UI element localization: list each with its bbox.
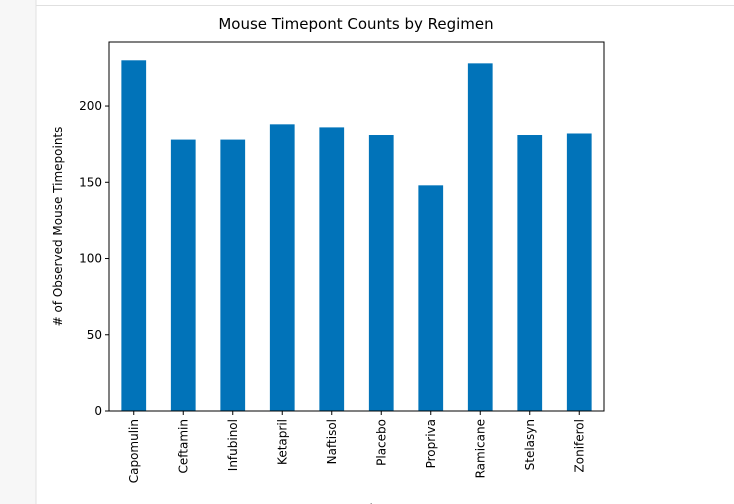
x-axis-label: Drug Regimen	[313, 502, 399, 504]
x-tick-label: Zoniferol	[572, 419, 586, 472]
bar	[319, 127, 345, 411]
y-tick-label: 50	[87, 328, 102, 342]
x-tick-label: Propriva	[424, 419, 438, 468]
side-panel	[0, 0, 36, 504]
plot-frame	[108, 41, 605, 412]
bar	[517, 135, 543, 411]
bar	[467, 63, 493, 411]
y-axis-label: # of Observed Mouse Timepoints	[51, 127, 65, 327]
x-tick-label: Ceftamin	[176, 419, 190, 473]
bar	[269, 124, 295, 412]
bar	[220, 139, 246, 411]
x-tick-label: Capomulin	[127, 419, 141, 483]
chart-title: Mouse Timepont Counts by Regimen	[218, 15, 493, 33]
x-tick-label: Placebo	[374, 419, 388, 466]
y-tick-label: 200	[79, 99, 102, 113]
bar	[170, 139, 196, 411]
y-tick-label: 100	[79, 252, 102, 266]
bar	[566, 133, 592, 411]
x-tick-label: Stelasyn	[523, 419, 537, 470]
x-tick-label: Ketapril	[275, 419, 289, 465]
bar	[121, 60, 147, 412]
x-tick-label: Infubinol	[226, 419, 240, 471]
x-tick-label: Naftisol	[325, 419, 339, 464]
y-tick-label: 0	[94, 404, 102, 418]
bar	[418, 185, 444, 411]
y-tick-label: 150	[79, 175, 102, 189]
x-tick-label: Ramicane	[473, 419, 487, 478]
bar	[368, 135, 394, 411]
